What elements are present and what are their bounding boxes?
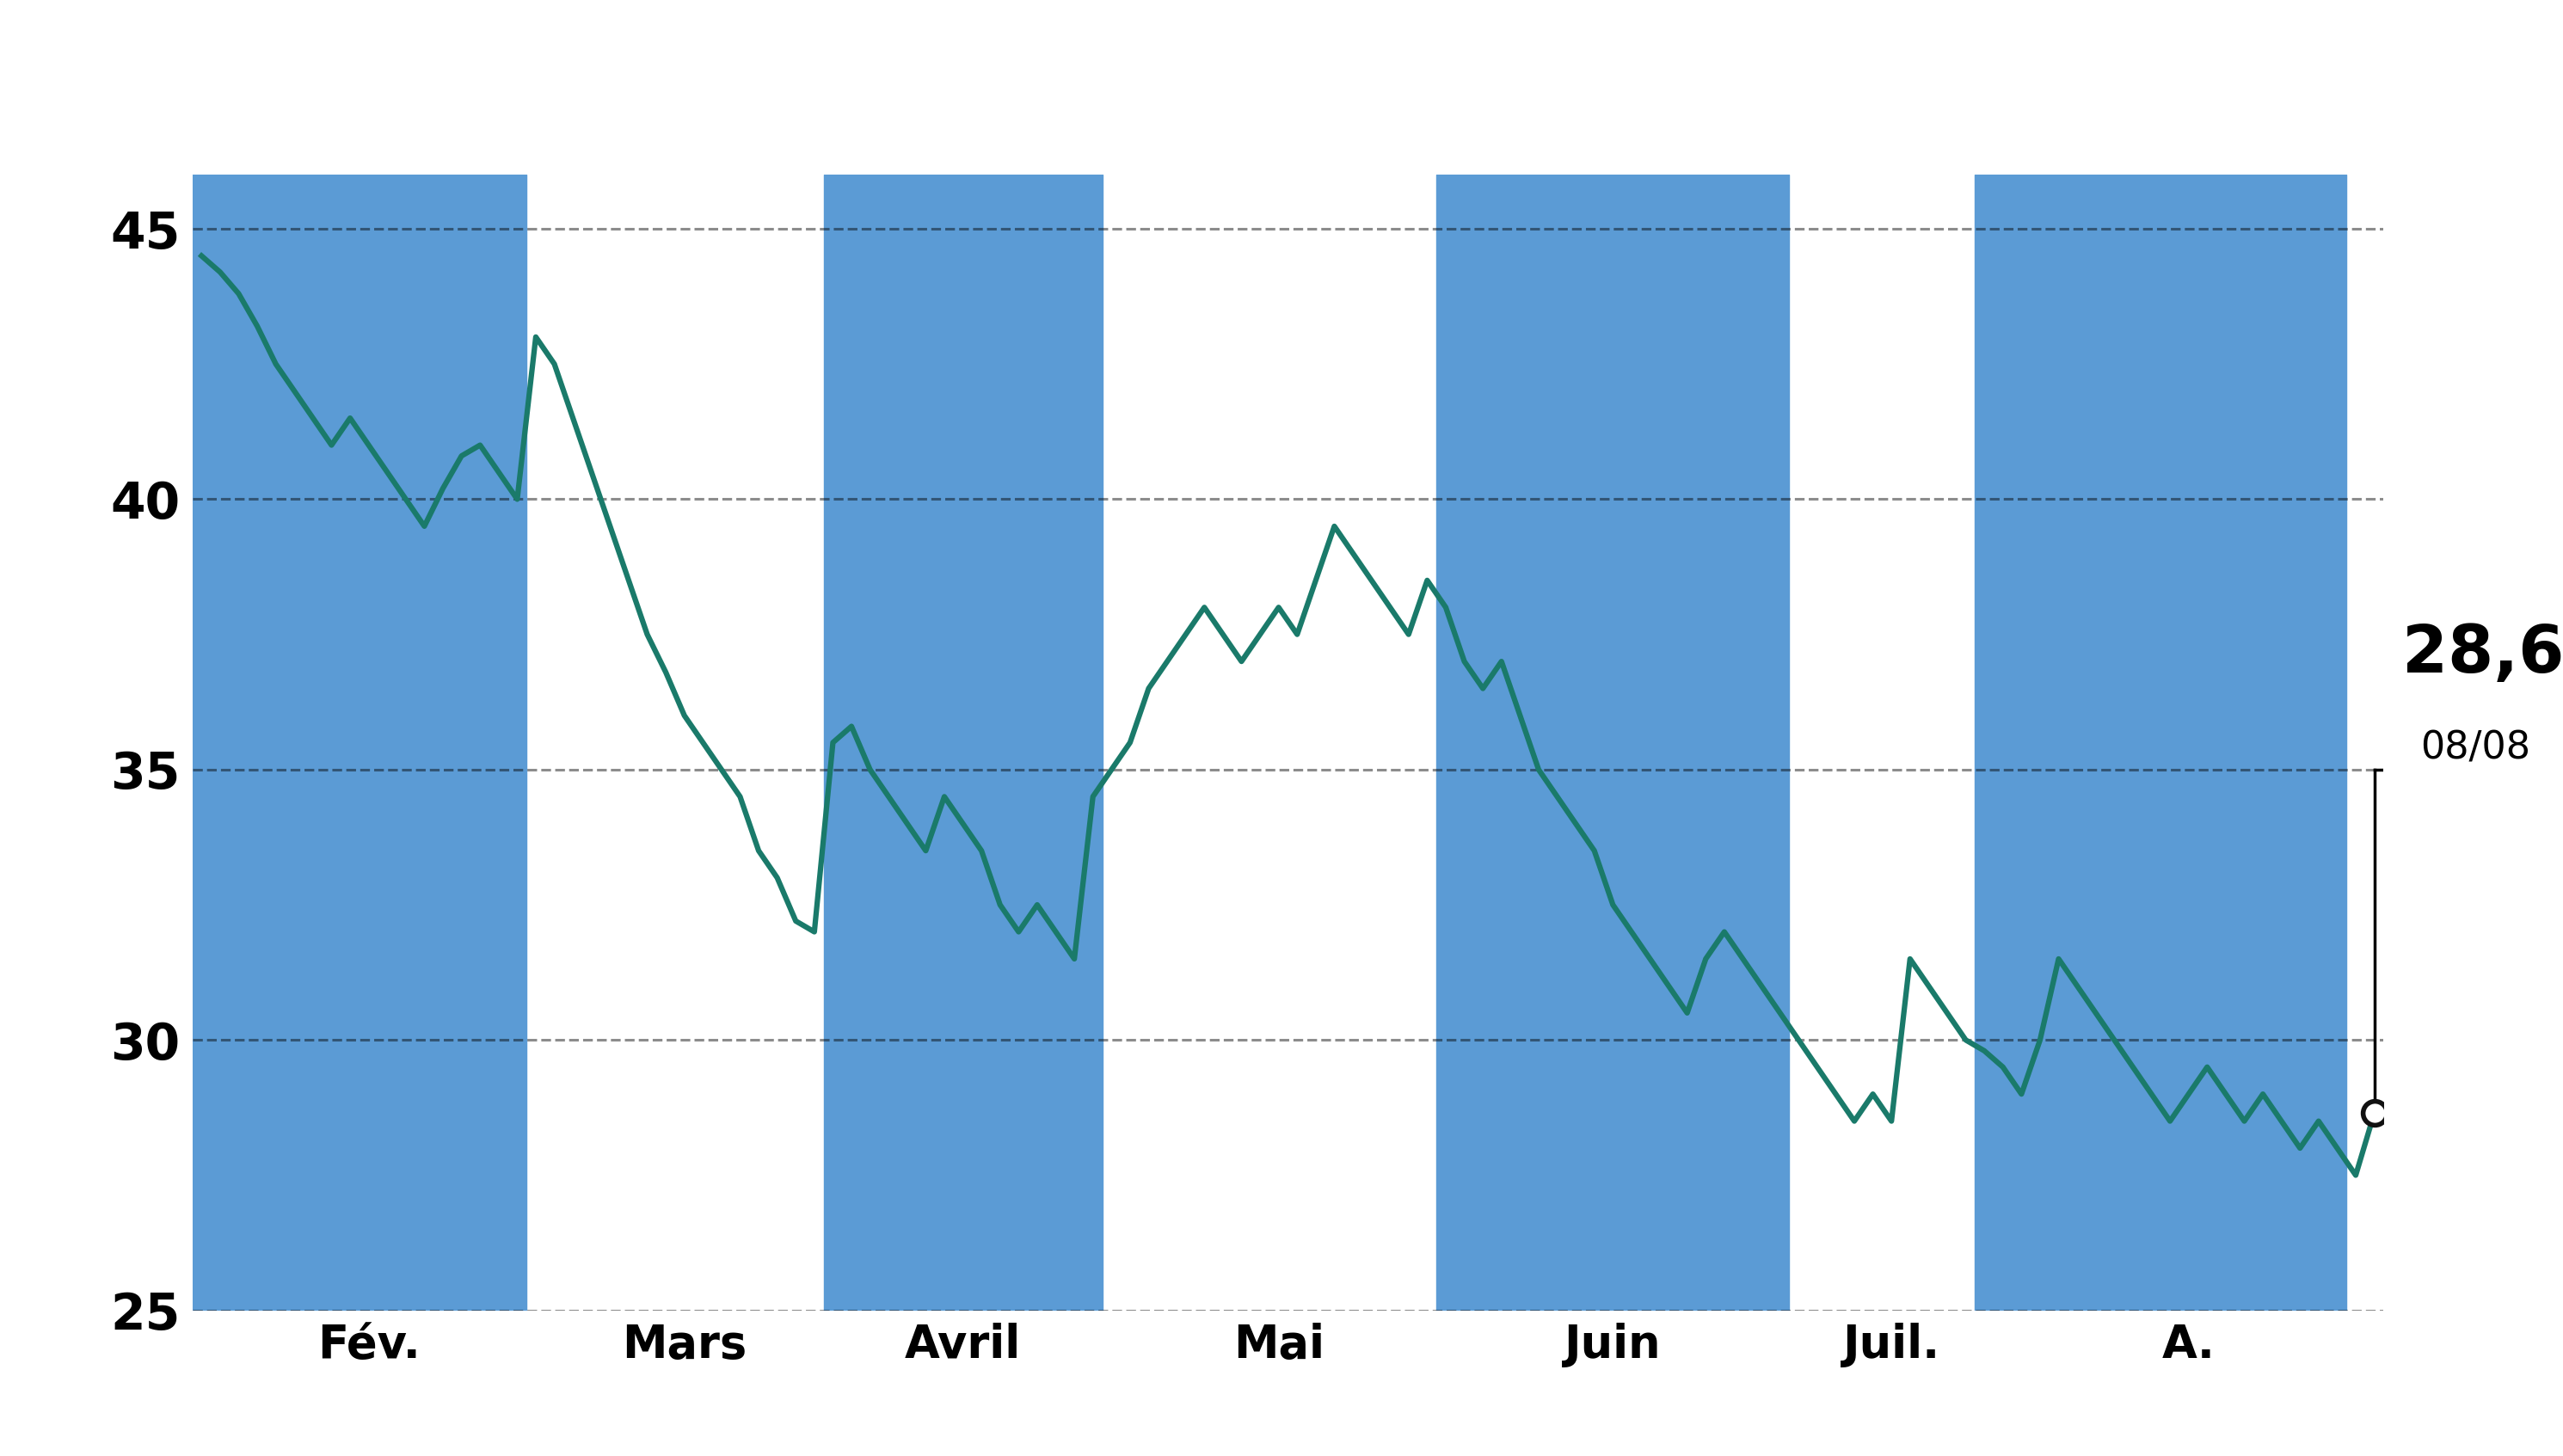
Text: FRANCAISE ENERGIE: FRANCAISE ENERGIE bbox=[730, 23, 1833, 115]
Bar bbox=[1435, 175, 1789, 1310]
Bar bbox=[1976, 175, 2348, 1310]
Bar bbox=[192, 175, 525, 1310]
Text: 08/08: 08/08 bbox=[2419, 729, 2530, 766]
Bar bbox=[823, 175, 1102, 1310]
Text: 28,65: 28,65 bbox=[2402, 622, 2563, 686]
